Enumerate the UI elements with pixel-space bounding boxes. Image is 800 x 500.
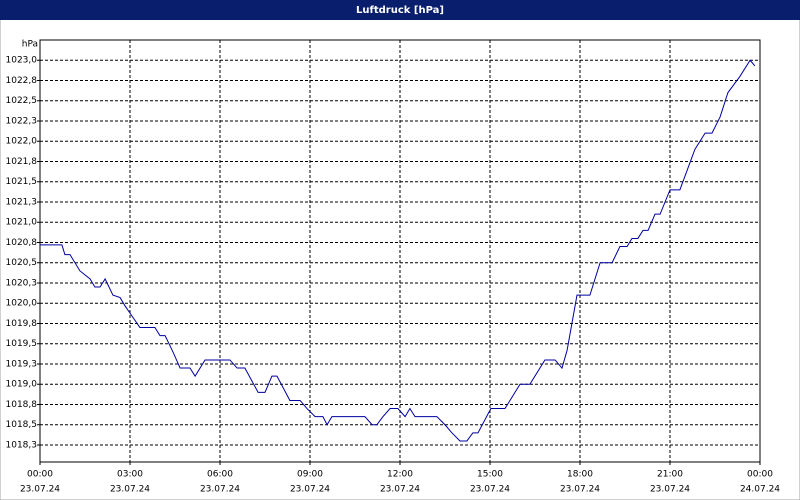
x-tick-date: 23.07.24	[470, 485, 510, 495]
y-tick-label: 1021,0	[6, 218, 38, 228]
x-tick-label: 00:00	[747, 470, 773, 480]
y-tick-label: 1022,3	[6, 116, 38, 126]
y-tick-label: 1021,8	[6, 157, 38, 167]
x-tick-date: 23.07.24	[200, 485, 240, 495]
chart-title: Luftdruck [hPa]	[356, 5, 444, 16]
x-tick-label: 21:00	[657, 470, 683, 480]
y-tick-label: 1019,5	[6, 339, 38, 349]
y-tick-label: 1021,3	[6, 197, 38, 207]
data-line	[40, 59, 756, 442]
y-tick-label: 1021,5	[6, 177, 38, 187]
x-tick-date: 23.07.24	[650, 485, 690, 495]
x-tick-label: 15:00	[477, 470, 503, 480]
x-tick-date: 24.07.24	[740, 485, 780, 495]
y-unit: hPa	[22, 40, 38, 50]
x-tick-label: 06:00	[207, 470, 233, 480]
y-tick-label: 1022,8	[6, 76, 38, 86]
y-tick-label: 1020,0	[6, 299, 38, 309]
x-tick-label: 18:00	[567, 470, 593, 480]
y-tick-label: 1018,5	[6, 420, 38, 430]
x-tick-label: 03:00	[117, 470, 143, 480]
x-tick-label: 00:00	[27, 470, 53, 480]
x-tick-date: 23.07.24	[110, 485, 150, 495]
y-tick-label: 1020,8	[6, 238, 38, 248]
y-tick-label: 1022,0	[6, 137, 38, 147]
title-bar	[0, 0, 800, 20]
x-tick-date: 23.07.24	[290, 485, 330, 495]
y-tick-label: 1019,0	[6, 380, 38, 390]
x-tick-date: 23.07.24	[560, 485, 600, 495]
plot-frame	[39, 39, 761, 463]
y-tick-label: 1020,5	[6, 258, 38, 268]
y-tick-label: 1018,3	[6, 440, 38, 450]
y-tick-label: 1020,3	[6, 278, 38, 288]
x-tick-date: 23.07.24	[20, 485, 60, 495]
x-tick-label: 09:00	[297, 470, 323, 480]
y-tick-label: 1019,8	[6, 319, 38, 329]
y-tick-label: 1019,3	[6, 359, 38, 369]
y-tick-label: 1022,5	[6, 96, 38, 106]
y-tick-label: 1023,0	[6, 56, 38, 66]
y-tick-label: 1018,8	[6, 400, 38, 410]
x-tick-label: 12:00	[387, 470, 413, 480]
x-tick-date: 23.07.24	[380, 485, 420, 495]
